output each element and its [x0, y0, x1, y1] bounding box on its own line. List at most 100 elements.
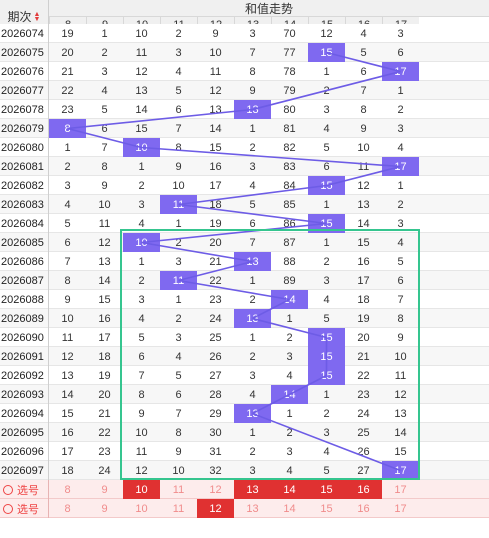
pick-number[interactable]: 14 [283, 502, 296, 515]
omission-cell: 6 [397, 274, 404, 287]
omission-cell: 4 [249, 388, 256, 401]
pick-number-selected[interactable]: 16 [345, 480, 382, 499]
pick-row-label[interactable]: 选号 [0, 499, 49, 518]
omission-cell: 3 [286, 350, 293, 363]
pick-number[interactable]: 8 [64, 483, 71, 496]
omission-cell: 9 [397, 331, 404, 344]
omission-cell: 5 [101, 103, 108, 116]
omission-cell: 11 [61, 331, 74, 344]
pick-number[interactable]: 13 [246, 502, 259, 515]
omission-cell: 4 [360, 27, 367, 40]
period-cell: 2026093 [0, 385, 49, 404]
omission-cell: 8 [101, 160, 108, 173]
omission-cell: 20 [98, 388, 111, 401]
omission-cell: 3 [138, 198, 145, 211]
omission-cell: 89 [283, 274, 296, 287]
omission-cell: 5 [323, 312, 330, 325]
omission-cell: 10 [135, 27, 148, 40]
omission-cell: 3 [249, 464, 256, 477]
radio-circle-icon[interactable] [3, 503, 13, 514]
omission-cell: 5 [397, 255, 404, 268]
omission-cell: 11 [209, 65, 222, 78]
pick-number-selected[interactable]: 13 [234, 480, 271, 499]
omission-cell: 1 [286, 407, 293, 420]
hit-cell: 13 [234, 100, 271, 119]
omission-cell: 7 [249, 46, 256, 59]
omission-cell: 3 [249, 27, 256, 40]
period-cell: 2026085 [0, 233, 49, 252]
omission-cell: 5 [138, 331, 145, 344]
omission-cell: 14 [394, 426, 407, 439]
hit-cell: 15 [308, 214, 345, 233]
omission-cell: 12 [209, 84, 222, 97]
pick-number-selected[interactable]: 12 [197, 499, 234, 518]
omission-cell: 80 [283, 103, 296, 116]
omission-cell: 20 [209, 236, 222, 249]
omission-cell: 22 [209, 274, 222, 287]
pick-number[interactable]: 17 [394, 483, 407, 496]
omission-cell: 12 [135, 464, 148, 477]
omission-cell: 4 [397, 236, 404, 249]
omission-cell: 7 [175, 122, 182, 135]
sort-icon[interactable]: ▲ ▼ [33, 10, 41, 23]
omission-cell: 1 [249, 274, 256, 287]
omission-cell: 5 [175, 84, 182, 97]
hit-cell: 17 [382, 62, 419, 81]
omission-cell: 29 [209, 407, 222, 420]
omission-cell: 4 [249, 179, 256, 192]
period-cell: 2026087 [0, 271, 49, 290]
omission-cell: 27 [209, 369, 222, 382]
period-cell: 2026080 [0, 138, 49, 157]
omission-cell: 5 [323, 464, 330, 477]
pick-number[interactable]: 11 [172, 502, 185, 515]
hit-cell: 11 [160, 195, 197, 214]
hit-cell: 14 [271, 290, 308, 309]
omission-cell: 14 [61, 388, 74, 401]
omission-cell: 10 [209, 46, 222, 59]
omission-cell: 7 [138, 369, 145, 382]
pick-row-label[interactable]: 选号 [0, 480, 49, 499]
omission-cell: 1 [286, 312, 293, 325]
pick-number-selected[interactable]: 10 [123, 480, 160, 499]
period-cell: 2026094 [0, 404, 49, 423]
omission-cell: 21 [357, 350, 370, 363]
period-cell: 2026096 [0, 442, 49, 461]
omission-cell: 14 [135, 103, 148, 116]
pick-number[interactable]: 11 [172, 483, 185, 496]
pick-number-selected[interactable]: 14 [271, 480, 308, 499]
pick-number[interactable]: 9 [101, 483, 108, 496]
omission-cell: 6 [175, 388, 182, 401]
pick-number[interactable]: 12 [209, 483, 222, 496]
omission-cell: 19 [98, 369, 111, 382]
omission-cell: 2 [249, 445, 256, 458]
omission-cell: 25 [357, 426, 370, 439]
omission-cell: 2 [175, 312, 182, 325]
pick-number[interactable]: 10 [135, 502, 148, 515]
omission-cell: 10 [98, 198, 111, 211]
pick-number[interactable]: 17 [394, 502, 407, 515]
hit-cell: 13 [234, 404, 271, 423]
period-cell: 2026091 [0, 347, 49, 366]
omission-cell: 18 [61, 464, 74, 477]
omission-cell: 5 [64, 217, 71, 230]
pick-number[interactable]: 15 [320, 502, 333, 515]
omission-cell: 31 [209, 445, 222, 458]
radio-circle-icon[interactable] [3, 484, 13, 495]
pick-number-selected[interactable]: 15 [308, 480, 345, 499]
period-cell: 2026086 [0, 252, 49, 271]
pick-number[interactable]: 16 [357, 502, 370, 515]
pick-number[interactable]: 8 [64, 502, 71, 515]
hit-cell: 11 [160, 271, 197, 290]
omission-cell: 10 [172, 179, 185, 192]
omission-cell: 9 [175, 445, 182, 458]
omission-cell: 13 [394, 407, 407, 420]
omission-cell: 4 [175, 350, 182, 363]
omission-cell: 1 [323, 198, 330, 211]
omission-cell: 1 [175, 293, 182, 306]
pick-number[interactable]: 9 [101, 502, 108, 515]
omission-cell: 12 [320, 27, 333, 40]
omission-cell: 8 [175, 426, 182, 439]
omission-cell: 19 [357, 312, 370, 325]
omission-cell: 3 [286, 445, 293, 458]
omission-cell: 15 [209, 141, 222, 154]
